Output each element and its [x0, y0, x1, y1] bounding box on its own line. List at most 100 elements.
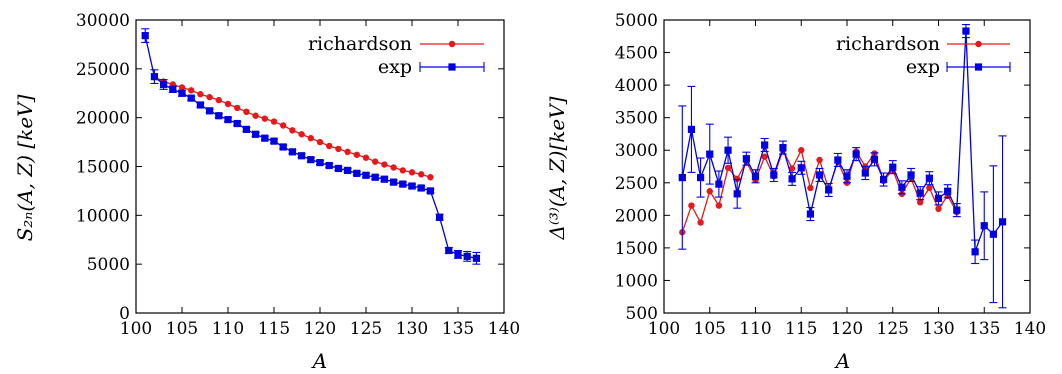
data-point	[779, 144, 787, 152]
data-point	[188, 87, 195, 94]
data-point	[724, 146, 732, 154]
series-richardson	[151, 73, 434, 181]
data-point	[150, 73, 158, 81]
series-line-exp	[144, 35, 477, 259]
data-point	[715, 180, 723, 188]
data-point	[418, 171, 425, 178]
data-point	[697, 219, 704, 226]
data-point	[834, 156, 842, 164]
data-point	[788, 175, 796, 183]
legend-marker-richardson	[975, 40, 982, 48]
data-point	[371, 173, 379, 181]
data-point	[980, 222, 988, 230]
data-point	[334, 164, 342, 173]
data-point	[178, 89, 186, 97]
y-axis-label: Δ⁽³⁾(A, Z)[keV]	[545, 96, 569, 240]
data-point	[925, 174, 933, 182]
data-point	[761, 153, 768, 160]
legend-swatches	[946, 40, 1011, 72]
data-point	[298, 131, 305, 138]
legend-label-exp: exp	[378, 56, 412, 78]
y-tick-label: 5000	[87, 255, 130, 275]
legend-swatches	[419, 40, 485, 72]
data-point	[307, 156, 315, 164]
data-point	[233, 119, 241, 128]
x-tick-label: 130	[396, 319, 428, 339]
data-point	[242, 125, 250, 133]
data-point	[197, 91, 204, 98]
data-point	[261, 134, 269, 142]
x-tick-label: 135	[968, 319, 1000, 339]
data-point	[316, 138, 324, 146]
axes-layer: 100 105 110 115 120 125 130 135 140 500 1000 1500 20…	[615, 11, 1046, 339]
y-tick-label: 15000	[76, 158, 130, 178]
legend: richardson exp	[836, 33, 1011, 78]
data-point	[353, 151, 360, 158]
x-tick-label: 135	[442, 319, 474, 339]
data-point	[889, 163, 897, 171]
y-tick-label: 2500	[615, 174, 658, 194]
data-point	[316, 158, 324, 167]
x-axis-label: A	[311, 349, 327, 373]
data-point	[224, 100, 232, 108]
legend: richardson exp	[308, 33, 485, 78]
data-point	[917, 199, 924, 206]
data-point	[916, 189, 924, 197]
data-point	[335, 145, 342, 153]
data-point	[861, 169, 869, 177]
y-tick-label: 4000	[615, 76, 658, 96]
data-point	[298, 152, 306, 160]
y-tick-label: 5000	[615, 11, 658, 31]
series-exp	[141, 28, 481, 265]
data-point	[688, 202, 695, 209]
data-point	[381, 161, 388, 168]
y-tick-label: 3500	[615, 109, 658, 129]
data-point	[372, 158, 379, 165]
data-point	[362, 171, 370, 179]
data-point	[454, 250, 462, 258]
data-point	[944, 187, 952, 195]
data-point	[196, 101, 204, 109]
data-point	[706, 188, 713, 195]
data-point	[215, 112, 223, 120]
x-tick-label: 105	[694, 319, 726, 339]
chart-panel-right: 100 105 110 115 120 125 130 135 140 500 1000 1500 20…	[545, 11, 1046, 373]
data-point	[687, 125, 696, 133]
data-point	[206, 107, 214, 115]
data-point	[472, 254, 480, 262]
x-tick-label: 120	[304, 319, 336, 339]
data-point	[734, 175, 741, 183]
data-point	[234, 104, 241, 112]
y-tick-label: 1500	[615, 239, 658, 259]
data-point	[280, 122, 287, 129]
data-point	[408, 169, 416, 176]
x-tick-label: 115	[258, 319, 290, 339]
data-point	[141, 32, 149, 40]
x-tick-label: 100	[120, 319, 152, 339]
y-tick-label: 4500	[615, 44, 658, 64]
data-point	[934, 194, 943, 203]
data-point	[697, 173, 705, 182]
data-point	[870, 155, 879, 163]
x-tick-label: 125	[350, 319, 382, 339]
data-point	[380, 175, 388, 183]
data-point	[935, 205, 942, 213]
data-point	[724, 164, 732, 172]
data-point	[206, 93, 213, 101]
data-point	[362, 154, 370, 161]
x-tick-label: 105	[166, 319, 198, 339]
data-point	[307, 134, 314, 142]
data-point	[408, 182, 416, 190]
series-line-exp	[681, 31, 1004, 253]
data-point	[160, 80, 168, 89]
x-tick-label: 125	[877, 319, 909, 339]
data-point	[288, 148, 296, 156]
data-point	[326, 142, 333, 150]
data-point	[715, 202, 723, 209]
data-point	[252, 130, 260, 138]
data-point	[344, 148, 351, 156]
y-tick-label: 0	[119, 304, 130, 324]
data-point	[806, 210, 814, 218]
data-point	[843, 172, 851, 180]
